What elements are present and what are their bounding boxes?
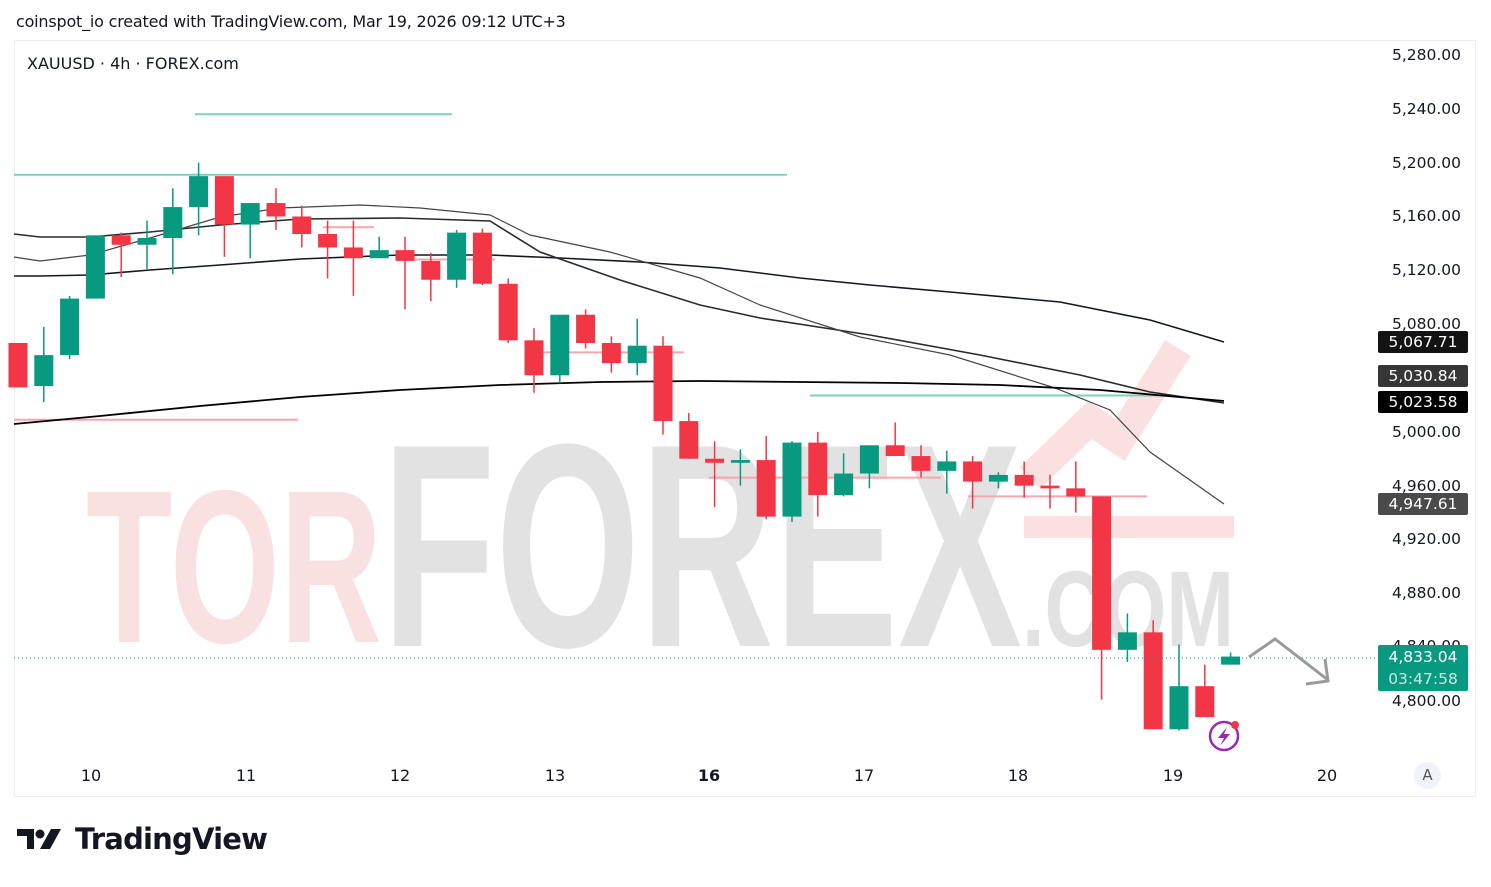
candle	[1143, 620, 1163, 730]
candle	[85, 235, 105, 299]
time-tick: 18	[1007, 766, 1029, 785]
candle	[395, 236, 415, 310]
candle	[834, 453, 854, 497]
price-tick: 5,200.00	[1391, 154, 1461, 172]
candle	[189, 162, 209, 236]
candle	[1092, 496, 1112, 700]
candle	[988, 472, 1008, 489]
candle	[111, 232, 131, 278]
price-tick: 5,000.00	[1391, 423, 1461, 441]
candle	[756, 435, 776, 520]
candle	[1169, 644, 1189, 731]
time-tick: 13	[544, 766, 566, 785]
candle	[292, 205, 312, 248]
candle	[730, 449, 750, 486]
lightning-alert-icon[interactable]	[1208, 720, 1240, 752]
tradingview-logo[interactable]: TradingView	[17, 822, 268, 856]
symbol-legend[interactable]: XAUUSD · 4h · FOREX.com	[27, 54, 239, 73]
candle	[163, 188, 183, 275]
candle	[576, 309, 596, 349]
watermark-bar	[1024, 516, 1234, 538]
candle	[937, 450, 957, 494]
moving-average-line	[14, 254, 1225, 343]
moving-averages	[13, 204, 1225, 505]
price-tick: 5,080.00	[1391, 315, 1461, 333]
chart-credit: coinspot_io created with TradingView.com…	[16, 12, 566, 31]
price-tick: 4,880.00	[1391, 584, 1461, 602]
candle	[472, 228, 492, 286]
candle	[1221, 652, 1241, 665]
candle	[343, 220, 363, 296]
candle	[808, 431, 828, 517]
auto-scale-button[interactable]: A	[1414, 762, 1441, 789]
price-tick: 5,280.00	[1391, 46, 1461, 64]
candle	[266, 188, 286, 230]
candle	[1195, 664, 1215, 718]
time-tick: 10	[80, 766, 102, 785]
moving-average-line	[13, 380, 1225, 425]
candle	[627, 318, 647, 376]
time-tick: 16	[697, 766, 721, 785]
candle	[240, 203, 260, 259]
watermark-forex: FOREX	[382, 384, 1023, 708]
candles	[8, 162, 1241, 731]
candle	[1014, 461, 1034, 498]
candle	[653, 336, 673, 435]
price-tick: 5,240.00	[1391, 100, 1461, 118]
candle	[963, 456, 983, 509]
bar-countdown: 03:47:58	[1388, 670, 1458, 688]
price-tick: 5,120.00	[1391, 261, 1461, 279]
current-price: 4,833.04	[1388, 648, 1458, 666]
candle	[1066, 461, 1086, 513]
candle	[34, 326, 54, 403]
candle	[550, 314, 570, 384]
watermark-tor: TOR	[86, 446, 382, 689]
candle	[601, 336, 621, 373]
time-tick: 20	[1316, 766, 1338, 785]
candle	[679, 412, 699, 459]
candle	[137, 220, 157, 269]
tradingview-logo-icon	[17, 829, 61, 849]
watermark-check	[1019, 340, 1191, 489]
price-tick: 4,800.00	[1391, 692, 1461, 710]
candle	[885, 422, 905, 457]
price-tick: 5,160.00	[1391, 207, 1461, 225]
chart-pane[interactable]	[14, 40, 1476, 797]
candle	[705, 441, 725, 508]
candle	[498, 278, 518, 344]
candle	[524, 328, 544, 393]
forecast-arrow-icon[interactable]	[1248, 637, 1330, 686]
ma-price-tag: 4,947.61	[1378, 493, 1468, 515]
moving-average-line	[13, 217, 1225, 404]
candle	[8, 343, 28, 388]
price-tick: 4,960.00	[1391, 477, 1461, 495]
ma-price-tag: 5,030.84	[1378, 365, 1468, 387]
price-tick: 4,920.00	[1391, 530, 1461, 548]
time-tick: 12	[389, 766, 411, 785]
time-tick: 17	[853, 766, 875, 785]
candle	[60, 295, 80, 360]
candle	[859, 445, 879, 489]
time-tick: 19	[1162, 766, 1184, 785]
tradingview-wordmark: TradingView	[75, 822, 268, 856]
candle	[447, 229, 467, 288]
candle	[1040, 474, 1060, 509]
candle	[911, 445, 931, 478]
candle	[369, 236, 389, 259]
ma-price-tag: 5,067.71	[1378, 331, 1468, 353]
candle	[421, 252, 441, 302]
candle	[1117, 613, 1137, 662]
current-price-tag: 4,833.04 03:47:58	[1378, 645, 1468, 691]
candle	[214, 176, 234, 257]
candle	[782, 441, 802, 522]
time-tick: 11	[235, 766, 257, 785]
candle	[318, 220, 338, 279]
ma-price-tag: 5,023.58	[1378, 391, 1468, 413]
